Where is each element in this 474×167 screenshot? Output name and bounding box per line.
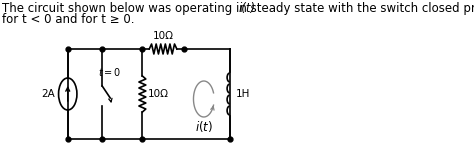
Text: 1H: 1H xyxy=(236,89,250,99)
Text: $t=0$: $t=0$ xyxy=(98,66,121,78)
Text: 10Ω: 10Ω xyxy=(148,89,169,99)
Text: for t < 0 and for t ≥ 0.: for t < 0 and for t ≥ 0. xyxy=(2,13,135,26)
Text: The circuit shown below was operating in steady state with the switch closed pri: The circuit shown below was operating in… xyxy=(2,2,474,15)
Text: 2A: 2A xyxy=(41,89,55,99)
Text: i(t): i(t) xyxy=(239,2,256,15)
Text: 10Ω: 10Ω xyxy=(153,31,173,41)
Text: $i(t)$: $i(t)$ xyxy=(195,119,213,134)
